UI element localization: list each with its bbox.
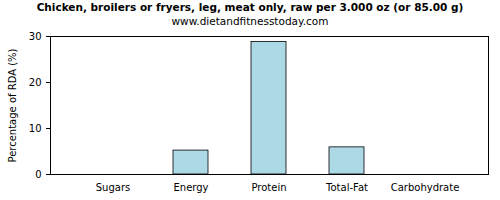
svg-text:20: 20	[29, 77, 42, 88]
svg-text:0: 0	[35, 169, 41, 180]
html-text:www.dietandfitnesstoday.com: www.dietandfitnesstoday.com	[171, 15, 329, 27]
svg-text:Protein: Protein	[251, 182, 286, 193]
svg-text:10: 10	[29, 123, 42, 134]
svg-text:Energy: Energy	[173, 182, 208, 193]
svg-text:Percentage of RDA (%): Percentage of RDA (%)	[7, 48, 18, 162]
svg-text:Carbohydrate: Carbohydrate	[391, 182, 460, 193]
html-text:Chicken, broilers or fryers, l: Chicken, broilers or fryers, leg, meat o…	[36, 1, 464, 13]
svg-text:Total-Fat: Total-Fat	[325, 182, 368, 193]
svg-text:30: 30	[29, 31, 42, 42]
svg-text:Sugars: Sugars	[96, 182, 130, 193]
